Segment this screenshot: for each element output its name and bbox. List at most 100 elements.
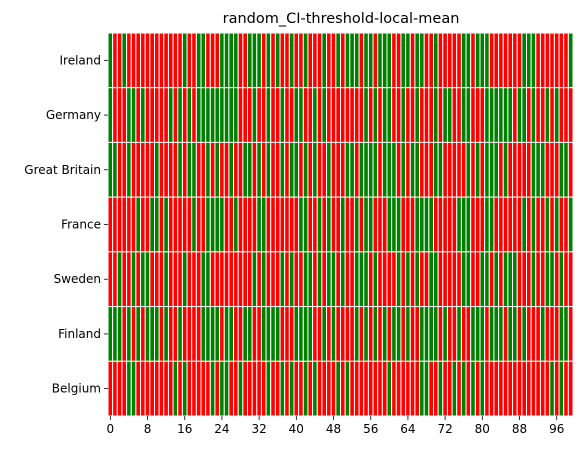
- heatmap-cell: [219, 32, 225, 89]
- heatmap-cell: [312, 360, 318, 417]
- heatmap-cell: [530, 306, 537, 362]
- heatmap-cell: [107, 32, 114, 89]
- heatmap-cell: [312, 141, 318, 198]
- heatmap-cell: [358, 141, 365, 198]
- column-label: 88: [512, 422, 527, 436]
- heatmap-cell: [340, 32, 346, 89]
- heatmap-cell: [177, 196, 183, 253]
- heatmap-cell: [260, 87, 267, 143]
- heatmap-cell: [563, 306, 569, 362]
- heatmap-cell: [247, 360, 253, 417]
- heatmap-cell: [335, 306, 342, 362]
- heatmap-cell: [353, 141, 360, 198]
- heatmap-cell: [223, 32, 230, 89]
- heatmap-cell: [405, 251, 411, 308]
- heatmap-cell: [242, 87, 249, 143]
- heatmap-cell: [493, 196, 500, 253]
- heatmap-cell: [507, 87, 514, 143]
- heatmap-cell: [265, 32, 272, 89]
- heatmap-cell: [423, 251, 430, 308]
- heatmap-cell: [307, 87, 314, 143]
- heatmap-cell: [381, 32, 388, 89]
- heatmap-cell: [377, 306, 383, 362]
- heatmap-cell: [321, 87, 328, 143]
- heatmap-cell: [214, 360, 221, 417]
- heatmap-cell: [284, 196, 290, 253]
- heatmap-cell: [265, 251, 272, 308]
- heatmap-cell: [521, 141, 527, 198]
- heatmap-cell: [284, 141, 290, 198]
- heatmap-cell: [321, 251, 328, 308]
- heatmap-cell: [423, 360, 430, 417]
- heatmap-cell: [498, 306, 504, 362]
- heatmap-cell: [140, 196, 146, 253]
- heatmap-cell: [553, 196, 560, 253]
- heatmap-cell: [307, 141, 314, 198]
- heatmap-cell: [307, 360, 314, 417]
- column-label: 8: [144, 422, 152, 436]
- heatmap-cell: [507, 196, 514, 253]
- heatmap-cell: [530, 87, 537, 143]
- heatmap-cell: [284, 87, 290, 143]
- heatmap-cell: [279, 141, 286, 198]
- heatmap-cell: [330, 87, 337, 143]
- heatmap-cell: [247, 32, 253, 89]
- heatmap-cell: [163, 87, 169, 143]
- heatmap-cell: [442, 251, 448, 308]
- heatmap-cell: [112, 360, 118, 417]
- heatmap-cell: [112, 251, 118, 308]
- heatmap-cell: [256, 87, 262, 143]
- heatmap-cell: [437, 32, 444, 89]
- heatmap-cell: [395, 196, 402, 253]
- heatmap-cell: [446, 32, 453, 89]
- heatmap-cell: [274, 32, 281, 89]
- heatmap-cell: [535, 87, 541, 143]
- heatmap-cell: [484, 141, 490, 198]
- heatmap-cell: [358, 251, 365, 308]
- heatmap-cell: [567, 306, 574, 362]
- heatmap-cell: [316, 196, 323, 253]
- heatmap-cell: [423, 196, 430, 253]
- heatmap-cell: [460, 251, 467, 308]
- heatmap-cell: [391, 32, 397, 89]
- heatmap-cell: [400, 141, 407, 198]
- heatmap-cell: [377, 360, 383, 417]
- heatmap-cell: [237, 196, 244, 253]
- column-label: 16: [177, 422, 192, 436]
- heatmap-cell: [474, 87, 481, 143]
- heatmap-cell: [130, 87, 137, 143]
- heatmap-cell: [372, 141, 379, 198]
- heatmap-cell: [242, 306, 249, 362]
- heatmap-cell: [400, 196, 407, 253]
- heatmap-cell: [488, 251, 495, 308]
- heatmap-cell: [563, 251, 569, 308]
- heatmap-cell: [465, 360, 472, 417]
- heatmap-cell: [526, 306, 532, 362]
- heatmap-cell: [200, 360, 207, 417]
- heatmap-cell: [516, 196, 523, 253]
- heatmap-cell: [460, 87, 467, 143]
- heatmap-cell: [107, 360, 114, 417]
- heatmap-cell: [563, 87, 569, 143]
- heatmap-cell: [539, 87, 546, 143]
- heatmap-cell: [172, 87, 179, 143]
- heatmap-cell: [405, 306, 411, 362]
- heatmap-cell: [493, 306, 500, 362]
- heatmap-cell: [107, 306, 114, 362]
- heatmap-cell: [563, 32, 569, 89]
- heatmap-cell: [419, 196, 425, 253]
- heatmap-cell: [307, 251, 314, 308]
- heatmap-cell: [470, 32, 476, 89]
- heatmap-cell: [195, 32, 202, 89]
- heatmap-cell: [451, 87, 458, 143]
- heatmap-cell: [391, 141, 397, 198]
- heatmap-cell: [260, 306, 267, 362]
- heatmap-cell: [474, 251, 481, 308]
- heatmap-cell: [126, 306, 132, 362]
- heatmap-cell: [502, 306, 509, 362]
- heatmap-cell: [335, 251, 342, 308]
- heatmap-cell: [507, 360, 514, 417]
- heatmap-cell: [405, 87, 411, 143]
- heatmap-cell: [558, 141, 565, 198]
- heatmap-cell: [140, 251, 146, 308]
